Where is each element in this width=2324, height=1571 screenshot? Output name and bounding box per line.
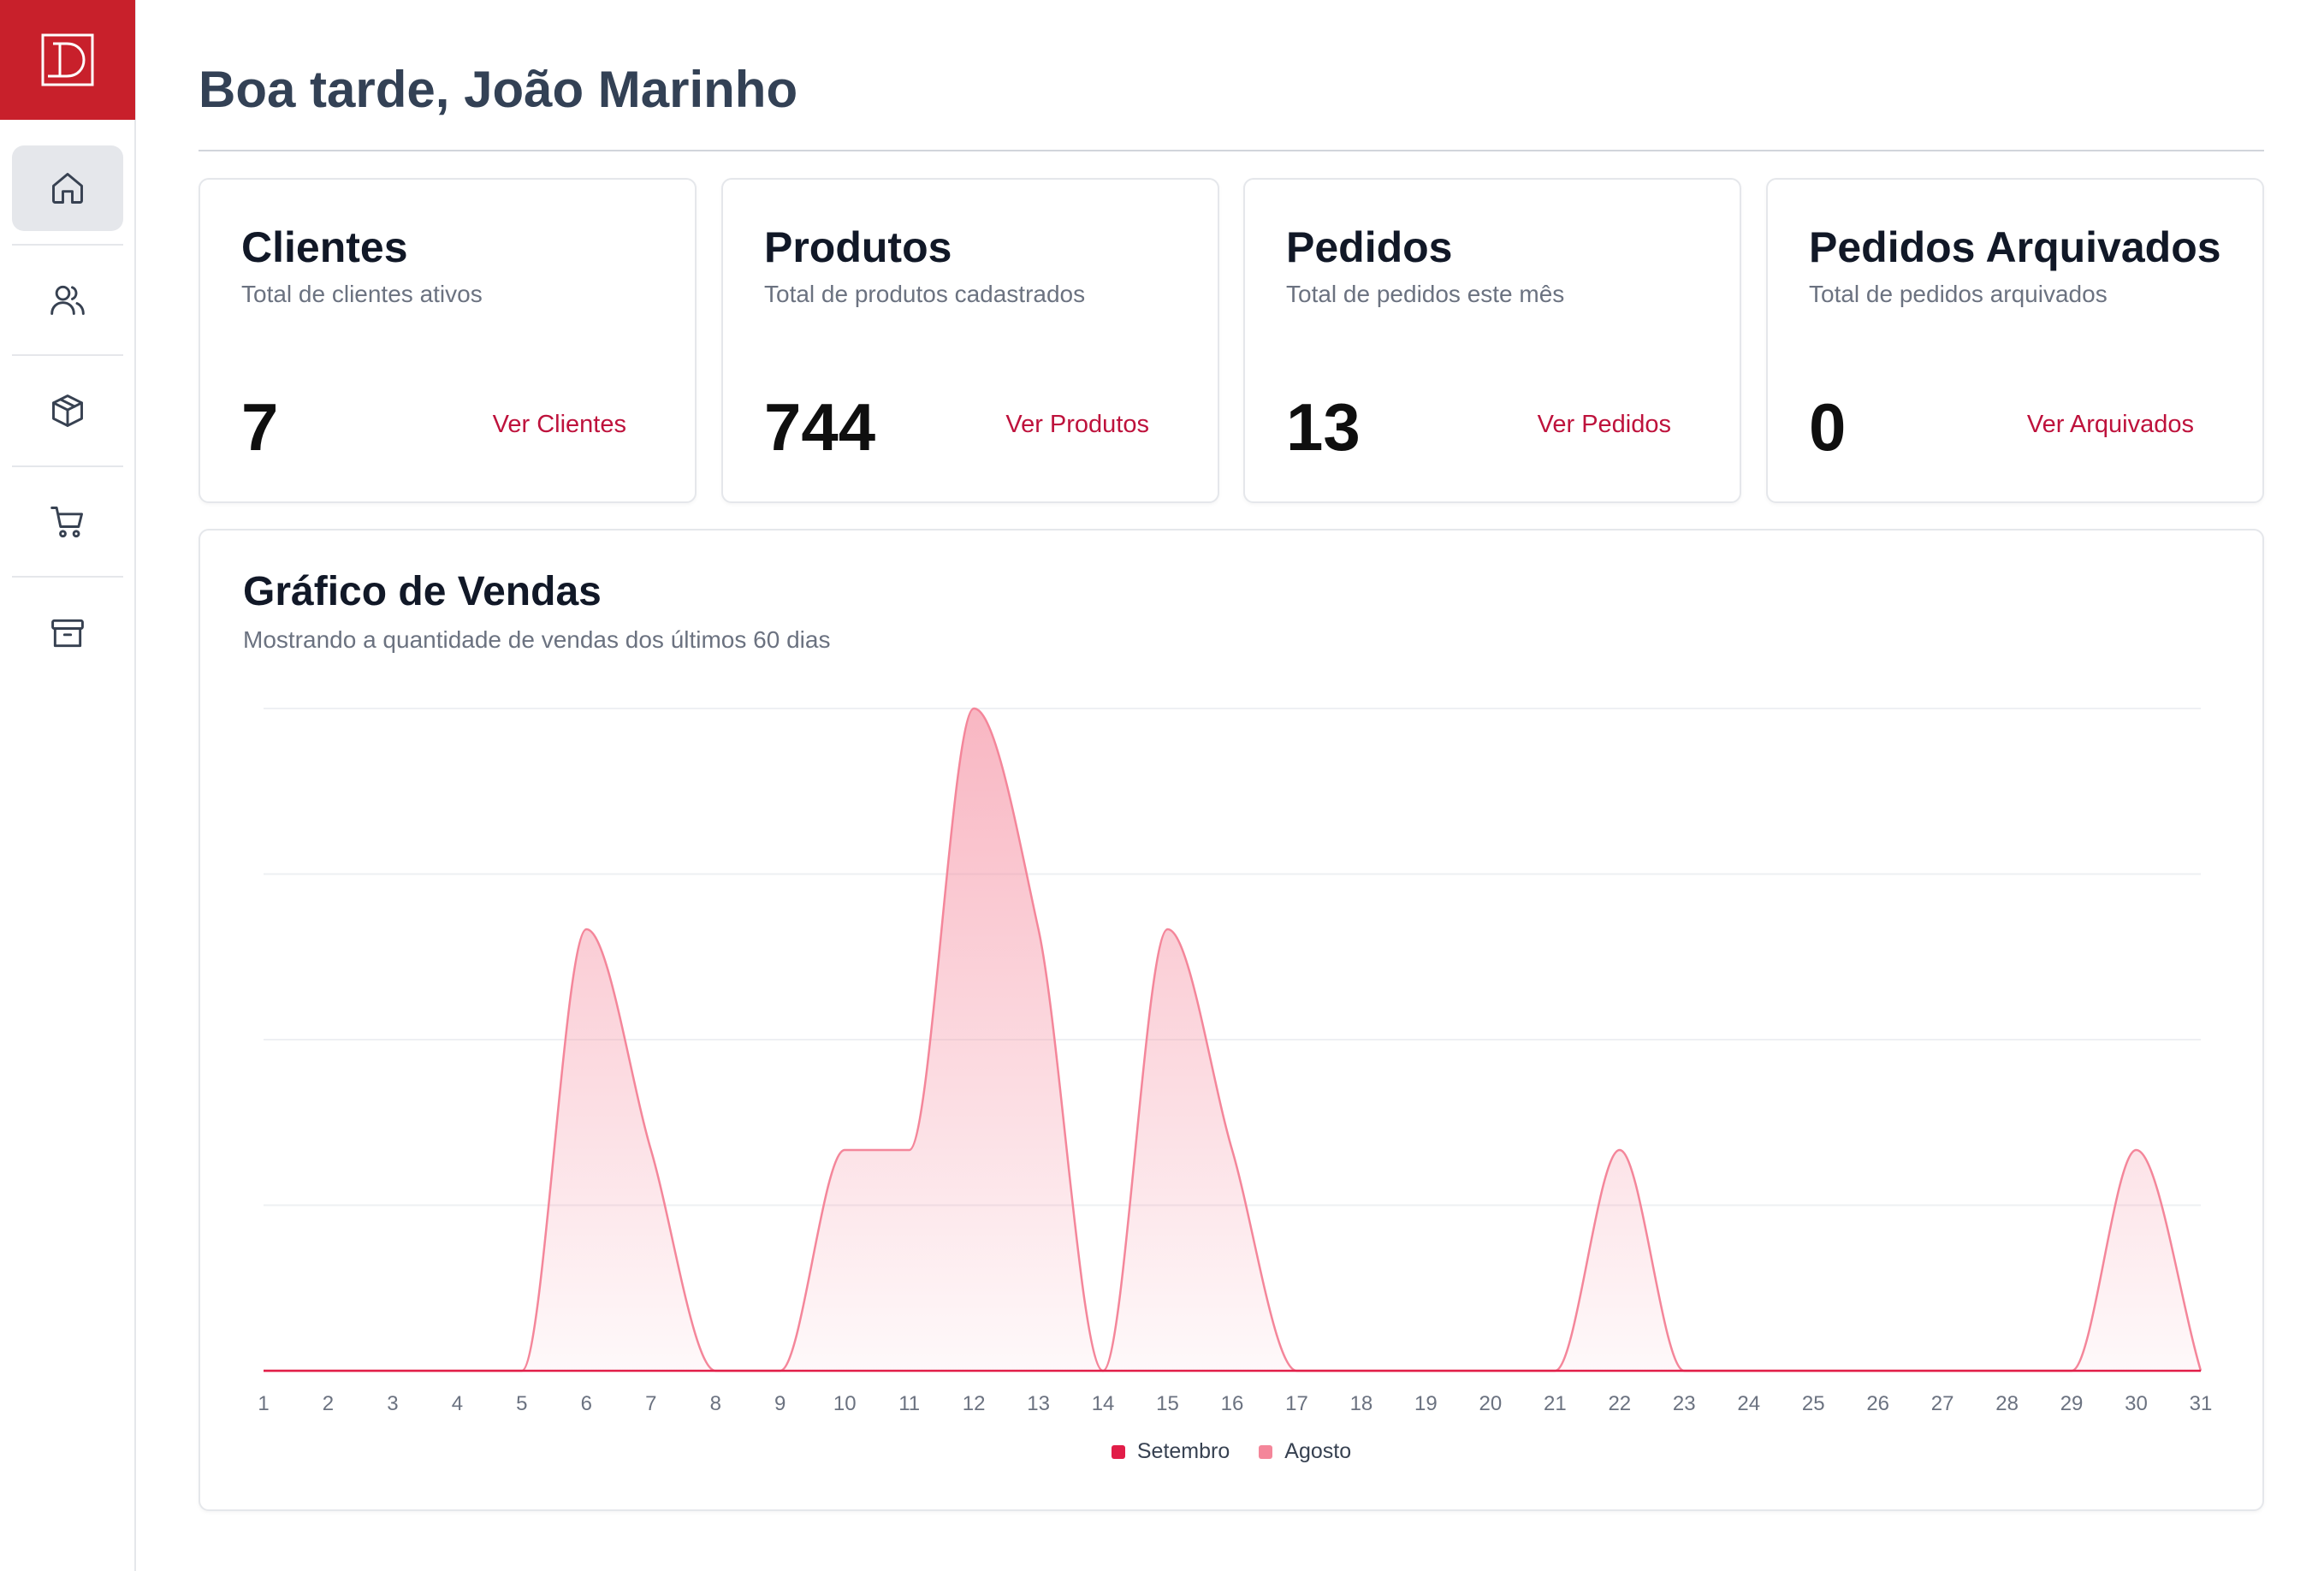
- nav-clientes[interactable]: [12, 257, 123, 342]
- nav-divider: [12, 465, 123, 467]
- chart-title: Gráfico de Vendas: [243, 569, 602, 614]
- agosto-area[interactable]: [264, 708, 2201, 1371]
- x-tick-label: 5: [516, 1392, 527, 1415]
- x-tick-label: 23: [1673, 1392, 1696, 1415]
- ver-pedidos-link[interactable]: Ver Pedidos: [1537, 411, 1671, 438]
- legend-label: Setembro: [1136, 1439, 1230, 1463]
- cart-icon: [50, 507, 83, 538]
- sales-chart[interactable]: 1 2 3 4 5 6 7 8 9 10 11 12 13 14 15 16 17 18 19 20 21 22 23 24 2…: [200, 531, 2262, 1509]
- card-value: 744: [764, 389, 876, 465]
- x-tick-label: 28: [1995, 1392, 2019, 1415]
- chart-subtitle: Mostrando a quantidade de vendas dos últ…: [243, 626, 831, 653]
- card-pedidos: Pedidos Total de pedidos este mês 13 Ver…: [1243, 178, 1741, 503]
- nav-pedidos[interactable]: [12, 479, 123, 565]
- nav-divider: [12, 244, 123, 246]
- x-tick-label: 13: [1027, 1392, 1050, 1415]
- x-tick-label: 24: [1737, 1392, 1760, 1415]
- x-tick-label: 22: [1608, 1392, 1631, 1415]
- x-tick-label: 7: [645, 1392, 656, 1415]
- x-tick-label: 29: [2060, 1392, 2084, 1415]
- x-tick-label: 4: [452, 1392, 463, 1415]
- title-divider: [199, 150, 2264, 151]
- x-tick-label: 2: [323, 1392, 334, 1415]
- card-pedidos-arquivados: Pedidos Arquivados Total de pedidos arqu…: [1766, 178, 2264, 503]
- chart-legend: Setembro Agosto: [200, 1439, 2262, 1464]
- legend-swatch: [1259, 1444, 1273, 1459]
- x-tick-label: 31: [2190, 1392, 2213, 1415]
- x-tick-label: 27: [1931, 1392, 1954, 1415]
- x-tick-label: 17: [1285, 1392, 1308, 1415]
- nav-home[interactable]: [12, 145, 123, 231]
- card-subtitle: Total de pedidos arquivados: [1809, 281, 2108, 307]
- x-tick-label: 10: [833, 1392, 857, 1415]
- x-tick-label: 26: [1866, 1392, 1889, 1415]
- x-tick-label: 8: [710, 1392, 721, 1415]
- card-title: Pedidos: [1286, 223, 1453, 271]
- x-tick-label: 16: [1221, 1392, 1244, 1415]
- card-title: Clientes: [241, 223, 408, 271]
- card-produtos: Produtos Total de produtos cadastrados 7…: [721, 178, 1219, 503]
- card-subtitle: Total de produtos cadastrados: [764, 281, 1086, 307]
- users-icon: [50, 285, 85, 315]
- card-subtitle: Total de clientes ativos: [241, 281, 483, 307]
- card-value: 13: [1286, 389, 1361, 465]
- archive-icon: [51, 619, 84, 648]
- card-clientes: Clientes Total de clientes ativos 7 Ver …: [199, 178, 697, 503]
- nav-arquivados[interactable]: [12, 590, 123, 676]
- legend-label: Agosto: [1284, 1439, 1352, 1463]
- legend-item-setembro[interactable]: Setembro: [1111, 1439, 1230, 1464]
- x-tick-label: 6: [581, 1392, 592, 1415]
- brand-logo[interactable]: [0, 0, 135, 120]
- card-value: 7: [241, 389, 279, 465]
- x-tick-label: 9: [774, 1392, 786, 1415]
- nav-produtos[interactable]: [12, 368, 123, 454]
- legend-swatch: [1111, 1444, 1125, 1459]
- x-tick-label: 1: [258, 1392, 269, 1415]
- box-icon: [52, 394, 83, 427]
- x-tick-label: 20: [1479, 1392, 1503, 1415]
- home-icon: [52, 173, 83, 204]
- logo-d-icon: [41, 33, 94, 86]
- card-subtitle: Total de pedidos este mês: [1286, 281, 1565, 307]
- legend-item-agosto[interactable]: Agosto: [1259, 1439, 1351, 1464]
- x-tick-label: 15: [1156, 1392, 1179, 1415]
- x-tick-label: 18: [1350, 1392, 1373, 1415]
- ver-produtos-link[interactable]: Ver Produtos: [1005, 411, 1149, 438]
- x-tick-label: 3: [387, 1392, 398, 1415]
- card-title: Produtos: [764, 223, 952, 271]
- nav-divider: [12, 576, 123, 578]
- x-tick-label: 19: [1414, 1392, 1438, 1415]
- page-title: Boa tarde, João Marinho: [199, 61, 798, 118]
- x-tick-label: 30: [2125, 1392, 2148, 1415]
- nav-divider: [12, 354, 123, 356]
- ver-clientes-link[interactable]: Ver Clientes: [492, 411, 626, 438]
- x-tick-label: 25: [1802, 1392, 1825, 1415]
- x-tick-label: 12: [963, 1392, 986, 1415]
- x-tick-label: 11: [898, 1392, 920, 1415]
- sales-chart-card: Gráfico de Vendas Mostrando a quantidade…: [199, 529, 2264, 1511]
- card-title: Pedidos Arquivados: [1809, 223, 2221, 271]
- x-tick-label: 21: [1544, 1392, 1567, 1415]
- ver-arquivados-link[interactable]: Ver Arquivados: [2026, 411, 2194, 438]
- x-tick-label: 14: [1092, 1392, 1115, 1415]
- sidebar: [0, 0, 136, 1571]
- card-value: 0: [1809, 389, 1847, 465]
